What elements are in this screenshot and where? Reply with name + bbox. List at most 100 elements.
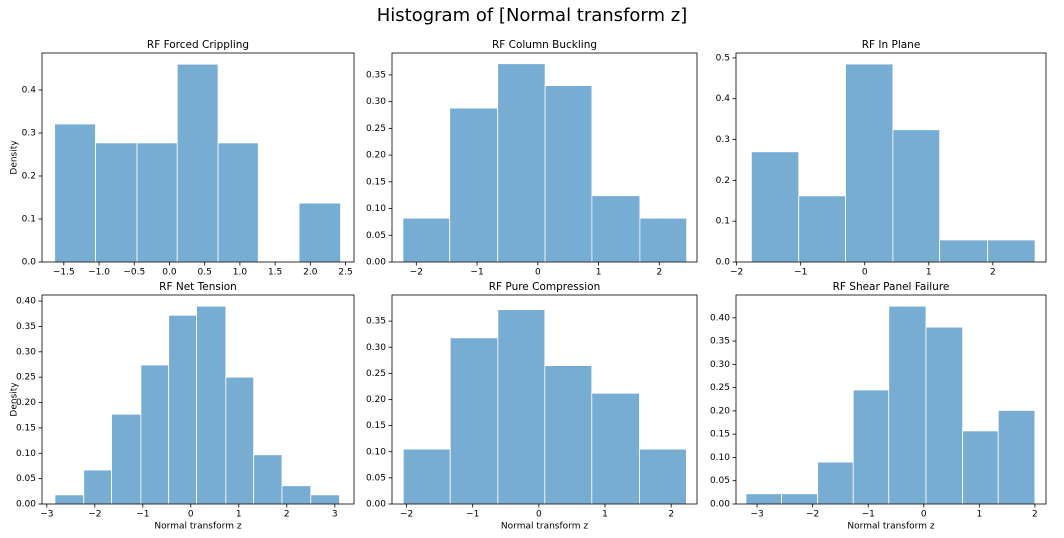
bar: [253, 454, 283, 505]
x-tick-label: −1: [466, 510, 479, 520]
y-tick-label: 0.2: [22, 171, 36, 181]
bar: [591, 195, 641, 263]
x-axis-label: Normal transform z: [847, 522, 934, 532]
y-tick-label: 0.40: [710, 313, 730, 323]
bar: [591, 392, 640, 505]
y-tick-label: 0.00: [366, 500, 386, 510]
bar: [962, 430, 999, 505]
y-tick-label: 0.25: [366, 124, 386, 134]
bar: [449, 107, 499, 263]
bar: [168, 314, 197, 505]
axes-frame: [735, 294, 1047, 505]
y-tick-label: 0.20: [366, 395, 386, 405]
figure-title: Histogram of [Normal transform z]: [377, 5, 687, 26]
bar: [54, 123, 96, 263]
bar: [781, 493, 819, 505]
x-tick-label: 2.0: [303, 268, 318, 278]
bar: [639, 217, 688, 263]
x-tick-label: 1.0: [233, 268, 248, 278]
bar: [997, 410, 1036, 505]
x-tick-label: 3: [332, 510, 338, 520]
panel-title: RF Column Buckling: [492, 39, 597, 51]
x-tick-label: −2: [410, 268, 423, 278]
y-tick-label: 0.35: [366, 70, 386, 80]
bar: [298, 202, 342, 263]
y-axis-label: Density: [10, 382, 20, 417]
bar: [745, 493, 782, 505]
y-tick-label: 0.25: [16, 373, 36, 383]
x-tick-label: 1: [602, 510, 608, 520]
y-tick-label: 0.30: [16, 347, 36, 357]
x-axis-label: Normal transform z: [154, 522, 241, 532]
y-tick-label: 0.00: [710, 500, 730, 510]
x-tick-label: −2: [88, 510, 101, 520]
bar: [402, 448, 451, 505]
x-tick-label: 2: [668, 510, 674, 520]
bar: [310, 494, 340, 505]
y-tick-label: 0.15: [710, 430, 730, 440]
bar: [225, 376, 255, 505]
panel-title: RF In Plane: [862, 39, 921, 51]
panel-title: RF Shear Panel Failure: [833, 281, 950, 293]
y-tick-label: 0.15: [366, 421, 386, 431]
panel-title: RF Pure Compression: [489, 281, 601, 293]
bar: [136, 142, 178, 263]
y-tick-label: 0.10: [366, 447, 386, 457]
bar: [217, 142, 259, 263]
y-tick-label: 0.35: [710, 337, 730, 347]
bar: [544, 85, 593, 263]
x-tick-label: −1: [136, 510, 149, 520]
bar: [987, 239, 1036, 263]
x-tick-label: −2: [400, 510, 413, 520]
bar: [402, 217, 451, 263]
x-tick-label: 2: [1032, 510, 1038, 520]
y-tick-label: 0.05: [710, 476, 730, 486]
bar: [544, 365, 593, 505]
bar: [925, 326, 964, 505]
bar: [939, 239, 989, 263]
bar: [639, 448, 687, 505]
axes-frame: [41, 294, 355, 505]
panel-title: RF Forced Crippling: [147, 39, 249, 51]
x-tick-label: 2: [284, 510, 290, 520]
bar: [196, 305, 227, 505]
x-tick-label: 2: [656, 268, 662, 278]
y-tick-label: 0.20: [366, 151, 386, 161]
y-tick-label: 0.05: [366, 473, 386, 483]
y-tick-label: 0.15: [366, 177, 386, 187]
panel-title: RF Net Tension: [159, 281, 237, 293]
bar: [888, 305, 927, 505]
x-tick-label: −3: [40, 510, 53, 520]
x-tick-label: 1: [926, 268, 932, 278]
x-tick-label: 0.5: [198, 268, 212, 278]
y-tick-label: 0.30: [366, 97, 386, 107]
x-tick-label: 0: [862, 268, 868, 278]
y-tick-label: 0.2: [716, 176, 730, 186]
x-tick-label: 2: [990, 268, 996, 278]
x-tick-label: −1.0: [88, 268, 110, 278]
x-tick-label: −1.5: [53, 268, 75, 278]
y-tick-label: 0.0: [716, 258, 731, 268]
bar: [497, 63, 546, 263]
y-tick-label: 0.3: [716, 135, 730, 145]
y-tick-label: 0.00: [366, 258, 386, 268]
bar: [54, 494, 85, 505]
x-tick-label: 1.5: [268, 268, 282, 278]
y-tick-label: 0.4: [22, 85, 37, 95]
y-tick-label: 0.05: [16, 474, 36, 484]
bar: [892, 129, 941, 263]
y-tick-label: 0.5: [716, 53, 730, 63]
bar: [449, 337, 499, 505]
bar: [798, 195, 846, 263]
y-tick-label: 0.10: [710, 453, 730, 463]
x-tick-label: −2: [806, 510, 819, 520]
y-tick-label: 0.25: [710, 383, 730, 393]
bar: [845, 63, 894, 263]
y-tick-label: 0.05: [366, 231, 386, 241]
x-tick-label: −1: [794, 268, 807, 278]
y-tick-label: 0.30: [366, 343, 386, 353]
y-tick-label: 0.35: [366, 317, 386, 327]
y-tick-label: 0.30: [710, 360, 730, 370]
x-tick-label: −1: [470, 268, 483, 278]
